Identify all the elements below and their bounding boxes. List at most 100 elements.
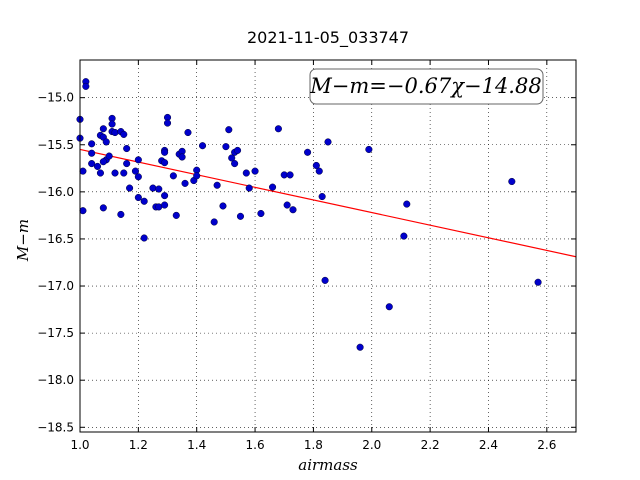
y-tick-label: −16.0 — [37, 185, 74, 199]
data-point — [102, 138, 110, 146]
data-point — [155, 203, 163, 211]
y-tick-label: −17.5 — [37, 326, 74, 340]
data-point — [283, 201, 291, 209]
data-point — [286, 171, 294, 179]
data-point — [315, 167, 323, 175]
data-point — [365, 145, 373, 154]
data-point — [88, 149, 96, 157]
data-point — [213, 181, 221, 189]
data-point — [178, 153, 186, 161]
data-point — [534, 278, 542, 286]
data-point — [234, 146, 242, 154]
data-point — [236, 212, 245, 220]
data-point — [210, 218, 218, 226]
y-axis-ticks: −15.0 −15.5 −16.0 −16.5 −17.0 −17.5 −18.0 −18.5 — [37, 91, 576, 434]
y-axis-title: M−m — [14, 219, 32, 262]
data-point — [82, 82, 90, 90]
data-point — [161, 201, 169, 209]
data-point — [508, 177, 516, 186]
x-tick-label: 2.4 — [479, 438, 498, 452]
data-point — [219, 202, 227, 210]
data-point — [163, 119, 172, 127]
data-point — [324, 138, 332, 146]
data-point — [99, 158, 107, 166]
data-point — [257, 209, 265, 218]
data-point — [105, 152, 113, 160]
data-point — [93, 162, 102, 170]
x-tick-label: 2.2 — [421, 438, 440, 452]
data-point — [111, 128, 119, 137]
data-point — [126, 184, 134, 192]
data-point — [400, 232, 408, 240]
x-axis-title: airmass — [298, 456, 358, 474]
x-tick-label: 2.6 — [537, 438, 556, 452]
data-point — [140, 234, 148, 242]
data-point — [225, 126, 233, 134]
data-point — [79, 167, 87, 175]
data-point — [96, 169, 104, 177]
data-point — [120, 169, 128, 177]
data-point — [193, 172, 201, 180]
data-point — [356, 343, 364, 351]
data-point — [318, 193, 326, 201]
data-point — [134, 156, 142, 164]
data-point — [245, 184, 253, 192]
data-point — [161, 192, 169, 200]
x-tick-label: 1.8 — [304, 438, 323, 452]
y-tick-label: −16.5 — [37, 232, 74, 246]
data-point — [274, 125, 282, 133]
data-point — [88, 160, 96, 168]
data-point — [269, 183, 277, 191]
data-point — [149, 184, 157, 192]
data-points — [76, 78, 542, 351]
fit-equation-box: M−m=−0.67χ−14.88 — [309, 68, 544, 105]
data-point — [403, 200, 411, 208]
y-tick-label: −17.0 — [37, 279, 74, 293]
fit-equation-label: M−m=−0.67χ−14.88 — [309, 74, 541, 98]
y-tick-label: −15.0 — [37, 91, 74, 105]
data-point — [251, 167, 259, 175]
data-point — [321, 276, 329, 284]
x-axis-ticks: 1.0 1.2 1.4 1.6 1.8 2.0 2.2 2.4 2.6 — [70, 60, 556, 452]
x-tick-label: 2.0 — [362, 438, 381, 452]
data-point — [99, 125, 107, 133]
data-point — [140, 197, 148, 205]
data-point — [184, 128, 192, 137]
data-point — [131, 167, 139, 175]
data-point — [181, 179, 189, 187]
x-tick-label: 1.4 — [187, 438, 206, 452]
data-point — [111, 169, 119, 177]
data-point — [155, 185, 163, 193]
y-tick-label: −18.5 — [37, 420, 74, 434]
data-point — [228, 154, 236, 162]
x-tick-label: 1.2 — [129, 438, 148, 452]
data-point — [108, 120, 116, 128]
data-point — [79, 207, 87, 215]
data-point — [231, 160, 239, 168]
data-point — [312, 161, 320, 170]
data-point — [123, 144, 131, 153]
data-point — [120, 130, 128, 138]
data-point — [123, 160, 131, 168]
data-point — [161, 148, 169, 156]
data-point — [242, 169, 250, 177]
data-point — [161, 159, 169, 167]
fit-line-group — [79, 148, 577, 258]
data-point — [134, 193, 142, 202]
y-tick-label: −15.5 — [37, 138, 74, 152]
data-point — [169, 172, 177, 180]
plot-frame — [79, 59, 577, 433]
x-tick-label: 1.6 — [246, 438, 265, 452]
chart-title: 2021-11-05_033747 — [247, 28, 409, 48]
data-point — [88, 140, 96, 148]
x-tick-label: 1.0 — [70, 438, 89, 452]
data-point — [134, 173, 142, 181]
y-tick-label: −18.0 — [37, 373, 74, 387]
data-point — [289, 206, 297, 214]
data-point — [304, 148, 312, 156]
data-point — [172, 211, 180, 219]
data-point — [222, 143, 230, 151]
fit-line — [79, 148, 577, 258]
data-point — [99, 204, 107, 212]
